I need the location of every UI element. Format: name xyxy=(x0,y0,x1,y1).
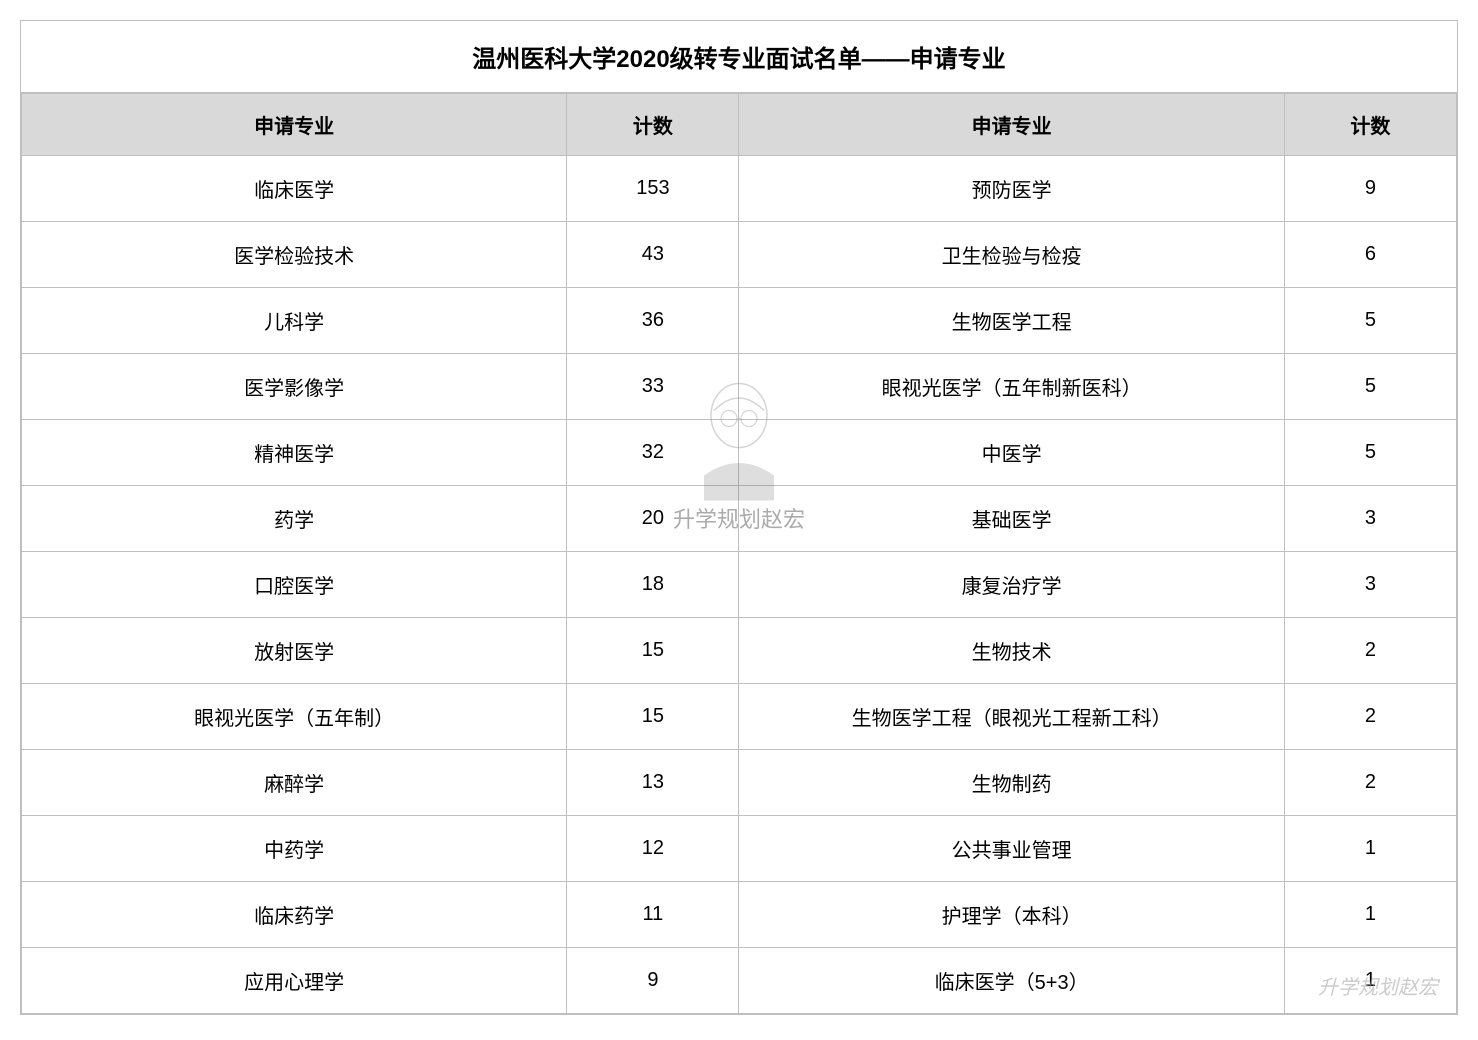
table-row: 口腔医学18康复治疗学3 xyxy=(22,552,1457,618)
cell-major-left: 眼视光医学（五年制） xyxy=(22,684,567,750)
cell-major-left: 临床医学 xyxy=(22,156,567,222)
cell-major-right: 眼视光医学（五年制新医科） xyxy=(739,354,1284,420)
cell-major-right: 卫生检验与检疫 xyxy=(739,222,1284,288)
table-row: 医学影像学33眼视光医学（五年制新医科）5 xyxy=(22,354,1457,420)
cell-count-right: 3 xyxy=(1284,486,1456,552)
table-row: 药学20基础医学3 xyxy=(22,486,1457,552)
cell-count-left: 43 xyxy=(567,222,739,288)
table-row: 应用心理学9临床医学（5+3）1 xyxy=(22,948,1457,1014)
cell-count-left: 15 xyxy=(567,618,739,684)
cell-count-left: 13 xyxy=(567,750,739,816)
cell-count-left: 153 xyxy=(567,156,739,222)
table-row: 临床医学153预防医学9 xyxy=(22,156,1457,222)
cell-major-left: 中药学 xyxy=(22,816,567,882)
cell-major-left: 临床药学 xyxy=(22,882,567,948)
cell-count-right: 1 xyxy=(1284,882,1456,948)
cell-major-left: 精神医学 xyxy=(22,420,567,486)
table-row: 中药学12公共事业管理1 xyxy=(22,816,1457,882)
header-count-1: 计数 xyxy=(567,94,739,156)
cell-major-left: 医学影像学 xyxy=(22,354,567,420)
cell-count-left: 11 xyxy=(567,882,739,948)
cell-count-right: 1 xyxy=(1284,816,1456,882)
table-row: 儿科学36生物医学工程5 xyxy=(22,288,1457,354)
cell-major-left: 应用心理学 xyxy=(22,948,567,1014)
table-row: 医学检验技术43卫生检验与检疫6 xyxy=(22,222,1457,288)
cell-count-right: 6 xyxy=(1284,222,1456,288)
table-row: 临床药学11护理学（本科）1 xyxy=(22,882,1457,948)
header-major-1: 申请专业 xyxy=(22,94,567,156)
table-row: 精神医学32中医学5 xyxy=(22,420,1457,486)
cell-major-right: 基础医学 xyxy=(739,486,1284,552)
cell-count-left: 18 xyxy=(567,552,739,618)
cell-major-right: 生物技术 xyxy=(739,618,1284,684)
data-table: 申请专业 计数 申请专业 计数 临床医学153预防医学9医学检验技术43卫生检验… xyxy=(21,93,1457,1014)
cell-count-left: 36 xyxy=(567,288,739,354)
table-row: 麻醉学13生物制药2 xyxy=(22,750,1457,816)
table-container: 温州医科大学2020级转专业面试名单——申请专业 申请专业 计数 申请专业 计数… xyxy=(20,20,1458,1015)
cell-major-left: 口腔医学 xyxy=(22,552,567,618)
table-body: 临床医学153预防医学9医学检验技术43卫生检验与检疫6儿科学36生物医学工程5… xyxy=(22,156,1457,1014)
cell-major-right: 护理学（本科） xyxy=(739,882,1284,948)
cell-count-left: 32 xyxy=(567,420,739,486)
cell-count-left: 15 xyxy=(567,684,739,750)
cell-major-right: 生物医学工程 xyxy=(739,288,1284,354)
table-row: 眼视光医学（五年制）15生物医学工程（眼视光工程新工科）2 xyxy=(22,684,1457,750)
cell-major-right: 康复治疗学 xyxy=(739,552,1284,618)
cell-major-left: 放射医学 xyxy=(22,618,567,684)
cell-major-left: 药学 xyxy=(22,486,567,552)
table-row: 放射医学15生物技术2 xyxy=(22,618,1457,684)
table-title: 温州医科大学2020级转专业面试名单——申请专业 xyxy=(21,21,1457,93)
cell-major-left: 医学检验技术 xyxy=(22,222,567,288)
header-count-2: 计数 xyxy=(1284,94,1456,156)
header-major-2: 申请专业 xyxy=(739,94,1284,156)
cell-major-right: 预防医学 xyxy=(739,156,1284,222)
cell-count-left: 20 xyxy=(567,486,739,552)
cell-major-right: 公共事业管理 xyxy=(739,816,1284,882)
cell-count-right: 2 xyxy=(1284,684,1456,750)
cell-count-right: 1 xyxy=(1284,948,1456,1014)
cell-count-right: 5 xyxy=(1284,420,1456,486)
cell-major-right: 中医学 xyxy=(739,420,1284,486)
cell-count-right: 5 xyxy=(1284,288,1456,354)
cell-count-left: 12 xyxy=(567,816,739,882)
cell-count-right: 2 xyxy=(1284,750,1456,816)
cell-major-right: 生物医学工程（眼视光工程新工科） xyxy=(739,684,1284,750)
cell-count-left: 9 xyxy=(567,948,739,1014)
cell-major-right: 生物制药 xyxy=(739,750,1284,816)
cell-major-left: 儿科学 xyxy=(22,288,567,354)
cell-count-right: 3 xyxy=(1284,552,1456,618)
cell-count-left: 33 xyxy=(567,354,739,420)
cell-count-right: 9 xyxy=(1284,156,1456,222)
table-wrapper: 温州医科大学2020级转专业面试名单——申请专业 申请专业 计数 申请专业 计数… xyxy=(20,20,1458,1015)
cell-count-right: 2 xyxy=(1284,618,1456,684)
cell-major-right: 临床医学（5+3） xyxy=(739,948,1284,1014)
cell-major-left: 麻醉学 xyxy=(22,750,567,816)
cell-count-right: 5 xyxy=(1284,354,1456,420)
header-row: 申请专业 计数 申请专业 计数 xyxy=(22,94,1457,156)
